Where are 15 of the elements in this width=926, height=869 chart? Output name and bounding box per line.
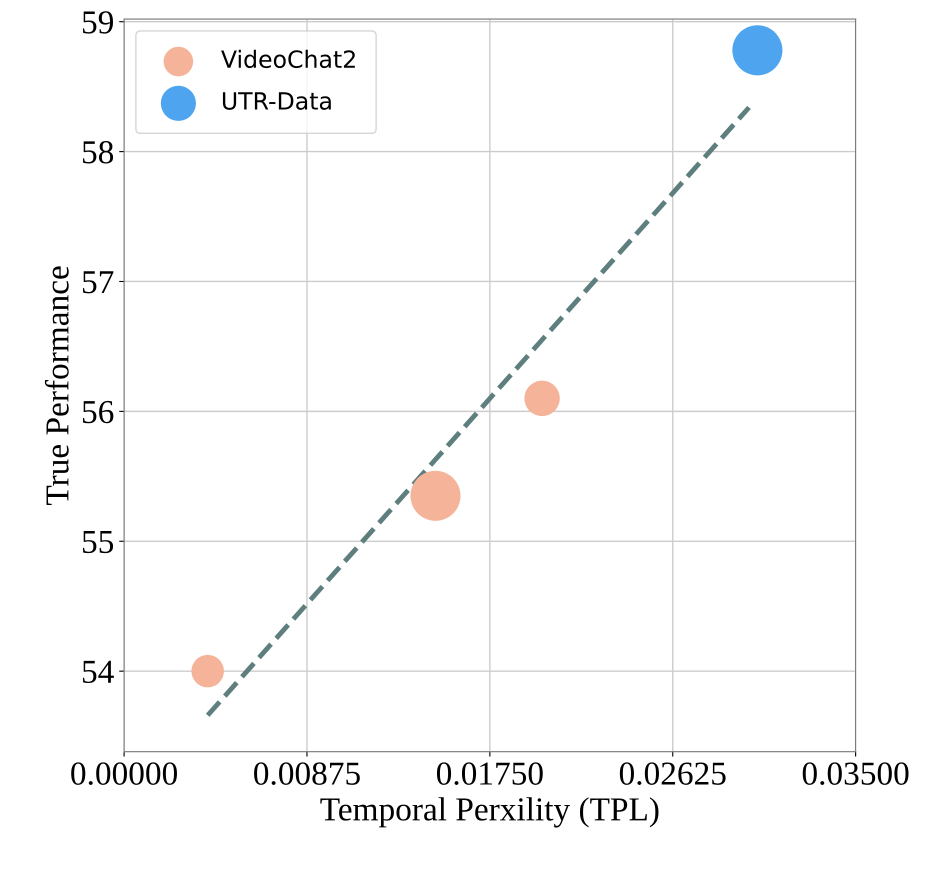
x-tick-label: 0.00875 — [254, 762, 360, 786]
x-tick-label: 0.02625 — [620, 762, 726, 786]
x-axis-title: Temporal Perxility (TPL) — [320, 797, 658, 828]
y-axis-title: True Performance — [44, 266, 69, 505]
x-tick-label: 0.03500 — [802, 762, 909, 786]
y-tick-label: 55 — [82, 531, 114, 554]
legend-label: VideoChat2 — [221, 50, 355, 68]
y-tick-label: 56 — [82, 400, 114, 424]
y-tick-label: 57 — [82, 271, 114, 294]
y-tick-label: 58 — [82, 141, 114, 164]
y-tick-label: 59 — [82, 11, 113, 34]
legend-label: UTR-Data — [222, 92, 331, 110]
y-tick-label: 54 — [82, 660, 114, 684]
x-tick-label: 0.01750 — [436, 762, 543, 786]
x-tick-label: 0.00000 — [71, 762, 177, 786]
